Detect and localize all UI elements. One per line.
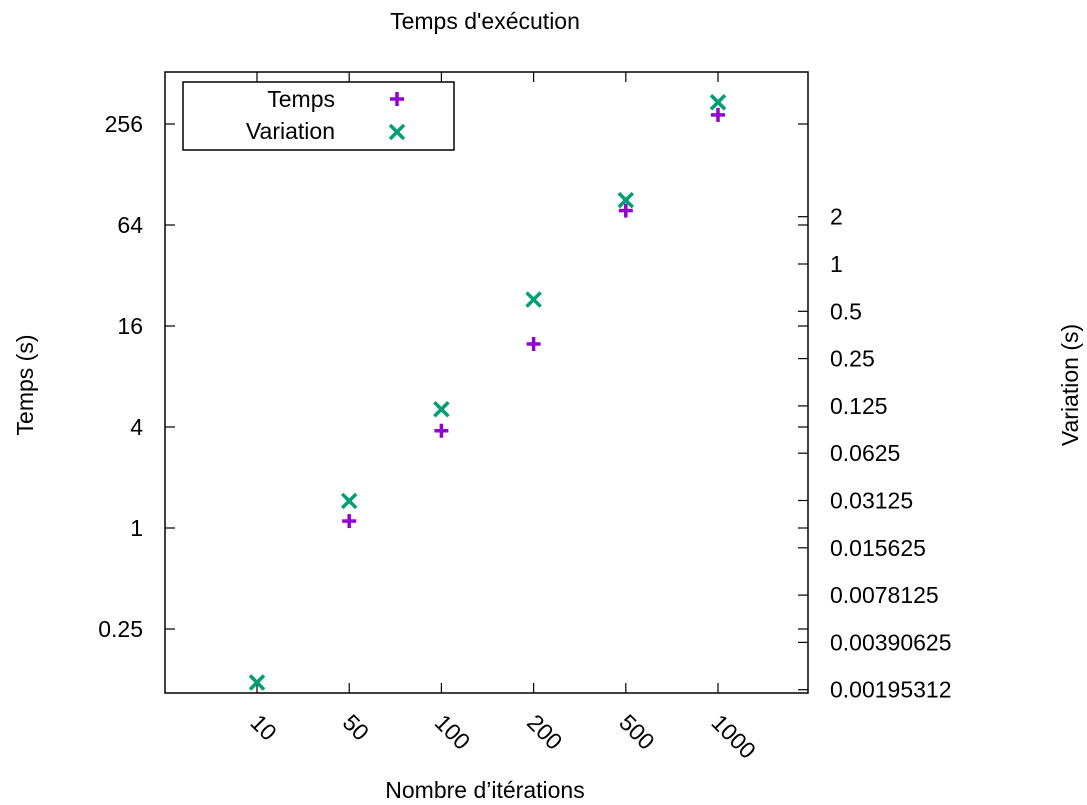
legend-marker-variation <box>388 123 406 141</box>
chart-title: Temps d'exécution <box>390 8 580 34</box>
x-tick-label: 200 <box>522 709 568 755</box>
variation-point <box>617 191 635 209</box>
x-tick-label: 100 <box>430 709 476 755</box>
plot-area: 0.25 1 4 16 64 256 0.00195312 0.00390625 0.0078… <box>98 71 952 764</box>
left-tick-label: 0.25 <box>98 616 143 642</box>
right-tick-label: 0.00390625 <box>830 629 952 655</box>
temps-point <box>526 336 541 351</box>
legend-marker <box>388 123 406 141</box>
x-axis: 10 50 100 200 500 1000 <box>245 72 761 764</box>
left-tick-label: 256 <box>105 111 143 137</box>
variation-point <box>433 401 450 418</box>
temps-point <box>342 514 357 529</box>
x-tick-label: 10 <box>245 709 281 745</box>
right-tick-label: 0.5 <box>830 298 862 324</box>
temps-point <box>434 423 449 438</box>
plot-frame <box>164 71 809 694</box>
right-tick-label: 0.0625 <box>830 440 900 466</box>
variation-point <box>525 291 542 308</box>
left-tick-label: 16 <box>117 313 143 339</box>
right-tick-label: 0.125 <box>830 393 888 419</box>
left-tick-label: 64 <box>117 212 143 238</box>
right-tick-label: 2 <box>830 204 843 230</box>
legend-box <box>182 81 455 151</box>
x-tick-label: 500 <box>614 709 660 755</box>
right-tick-label: 0.00195312 <box>830 677 952 703</box>
x-tick-label: 50 <box>338 709 374 745</box>
temps-point <box>618 203 633 218</box>
right-axis: 0.00195312 0.00390625 0.0078125 0.015625 0.0… <box>798 204 952 703</box>
x-tick-label: 1000 <box>706 709 761 764</box>
left-tick-label: 1 <box>130 515 143 541</box>
right-tick-label: 1 <box>830 251 843 277</box>
legend-label-variation: Variation <box>246 118 335 144</box>
legend-marker <box>390 92 404 106</box>
right-tick-label: 0.25 <box>830 346 875 372</box>
left-axis: 0.25 1 4 16 64 256 <box>98 111 808 642</box>
temps-point <box>711 107 725 122</box>
right-tick-label: 0.03125 <box>830 488 913 514</box>
legend-label-temps: Temps <box>267 86 335 112</box>
left-tick-label: 4 <box>130 414 143 440</box>
legend-marker-temps <box>390 92 404 106</box>
data-points <box>248 94 727 691</box>
variation-point <box>248 674 266 691</box>
x-axis-title: Nombre d’itérations <box>385 777 584 803</box>
variation-point <box>709 94 727 111</box>
right-tick-label: 0.015625 <box>830 535 926 561</box>
right-tick-label: 0.0078125 <box>830 582 939 608</box>
legend: Temps Variation <box>182 81 455 151</box>
y-axis-title: Temps (s) <box>12 335 38 436</box>
variation-point <box>340 492 358 510</box>
y2-axis-title: Variation (s) <box>1057 324 1083 446</box>
